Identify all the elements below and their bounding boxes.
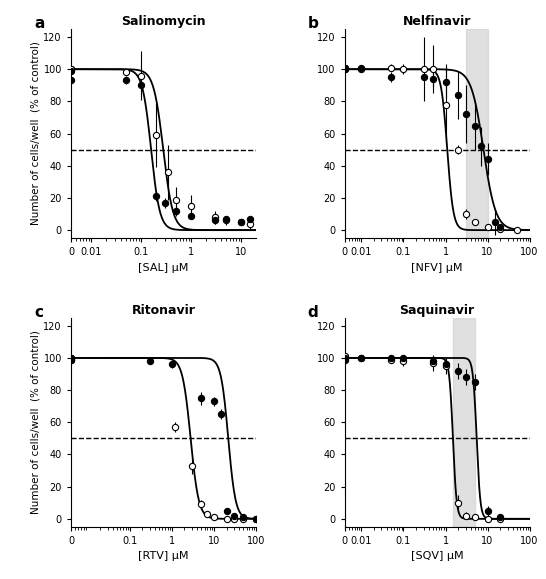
Y-axis label: Number of cells/well  (% of control): Number of cells/well (% of control): [31, 42, 40, 225]
Title: Saquinavir: Saquinavir: [400, 303, 474, 317]
X-axis label: [SQV] μM: [SQV] μM: [411, 551, 464, 562]
X-axis label: [NFV] μM: [NFV] μM: [411, 263, 463, 273]
Bar: [466, 29, 488, 238]
Text: d: d: [308, 305, 318, 320]
Text: c: c: [34, 305, 43, 320]
Title: Nelfinavir: Nelfinavir: [403, 15, 471, 28]
X-axis label: [RTV] μM: [RTV] μM: [138, 551, 189, 562]
Text: a: a: [34, 16, 44, 31]
Text: b: b: [308, 16, 318, 31]
Title: Salinomycin: Salinomycin: [121, 15, 206, 28]
Bar: [453, 318, 475, 527]
Y-axis label: Number of cells/well  (% of control): Number of cells/well (% of control): [31, 331, 40, 514]
Title: Ritonavir: Ritonavir: [132, 303, 195, 317]
X-axis label: [SAL] μM: [SAL] μM: [138, 263, 188, 273]
